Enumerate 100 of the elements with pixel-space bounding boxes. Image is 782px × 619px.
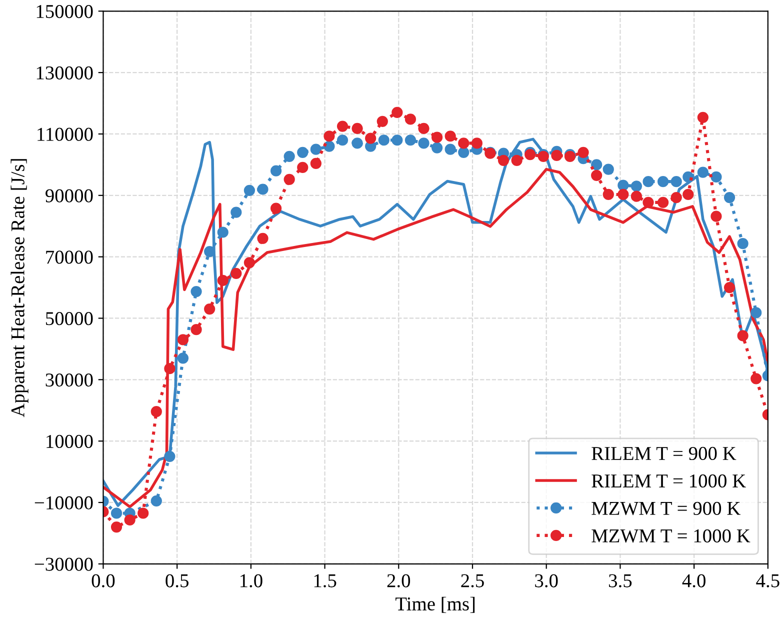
x-tick-label: 4.5 [756, 574, 780, 588]
point [284, 174, 295, 185]
point [324, 140, 335, 152]
point [257, 232, 268, 244]
legend-label: RILEM T = 1000 K [592, 474, 746, 488]
point [602, 164, 614, 175]
x-tick-label: 3.0 [535, 574, 558, 588]
point [591, 159, 602, 170]
point [737, 238, 748, 250]
point [336, 134, 348, 146]
point [498, 154, 510, 166]
point [230, 268, 242, 279]
point [418, 122, 430, 134]
point [710, 171, 722, 183]
y-tick-label: 70000 [46, 250, 93, 264]
point [591, 170, 602, 181]
point [257, 184, 268, 195]
point [217, 274, 228, 286]
point [164, 363, 176, 374]
point [511, 154, 522, 166]
point [697, 166, 708, 178]
point [244, 184, 256, 196]
point [602, 188, 614, 200]
point [710, 210, 722, 222]
point [524, 149, 536, 160]
y-tick-label: 150000 [36, 4, 93, 18]
y-tick-label: −30000 [34, 558, 93, 571]
point [657, 176, 669, 188]
point [670, 176, 682, 188]
point [431, 142, 443, 154]
point [270, 165, 282, 176]
x-tick-label: 0.0 [92, 574, 115, 588]
point [297, 146, 308, 158]
point [310, 144, 322, 155]
point [724, 192, 736, 204]
point [724, 282, 736, 294]
point [444, 144, 456, 155]
point [177, 334, 189, 346]
legend-label: RILEM T = 900 K [592, 446, 736, 460]
point [697, 112, 708, 123]
point [284, 150, 295, 162]
point [458, 138, 470, 149]
point [150, 406, 162, 418]
point [150, 495, 162, 507]
point [310, 158, 322, 170]
y-tick-label: −10000 [34, 496, 93, 510]
x-tick-label: 4.0 [682, 574, 706, 588]
point [110, 508, 122, 519]
point [177, 352, 189, 364]
point [630, 190, 642, 202]
point [618, 180, 629, 191]
point [124, 514, 136, 526]
point [204, 303, 216, 315]
point [682, 188, 694, 200]
point [352, 138, 363, 149]
legend-label: MZWM T = 1000 K [592, 529, 750, 543]
x-tick-label: 0.5 [166, 574, 188, 588]
point [418, 138, 430, 149]
y-tick-label: 110000 [38, 128, 93, 141]
y-tick-label: 50000 [46, 312, 93, 326]
point [204, 246, 216, 258]
point [190, 286, 202, 298]
point [110, 522, 122, 533]
point [190, 324, 202, 336]
point [376, 116, 388, 127]
point [750, 307, 762, 318]
x-tick-label: 1.5 [314, 574, 336, 588]
point [551, 150, 562, 162]
point [392, 106, 403, 118]
point [138, 508, 149, 519]
y-tick-label: 130000 [36, 66, 93, 80]
x-tick-label: 1.0 [240, 574, 262, 588]
point [618, 188, 629, 200]
point [471, 138, 482, 149]
point [444, 130, 456, 142]
point [244, 257, 256, 268]
point [336, 120, 348, 132]
point [404, 114, 416, 125]
x-tick-label: 2.0 [387, 574, 410, 588]
x-tick-label: 3.5 [608, 574, 632, 588]
point [630, 180, 642, 192]
point [164, 450, 176, 462]
point [642, 176, 654, 188]
point [378, 134, 390, 146]
point [737, 330, 748, 342]
point [750, 373, 762, 384]
point [230, 206, 242, 218]
point [324, 130, 335, 142]
x-axis-title: Time [ms] [396, 596, 475, 613]
point [297, 162, 308, 174]
legend-label: MZWM T = 900 K [592, 502, 740, 516]
point [392, 134, 403, 146]
y-tick-label: 30000 [46, 373, 93, 387]
point [404, 134, 416, 146]
point [352, 122, 363, 134]
point [431, 132, 443, 143]
point [657, 196, 669, 208]
point [670, 192, 682, 204]
y-tick-label: 10000 [46, 434, 93, 448]
x-tick-label: 2.5 [461, 574, 484, 588]
